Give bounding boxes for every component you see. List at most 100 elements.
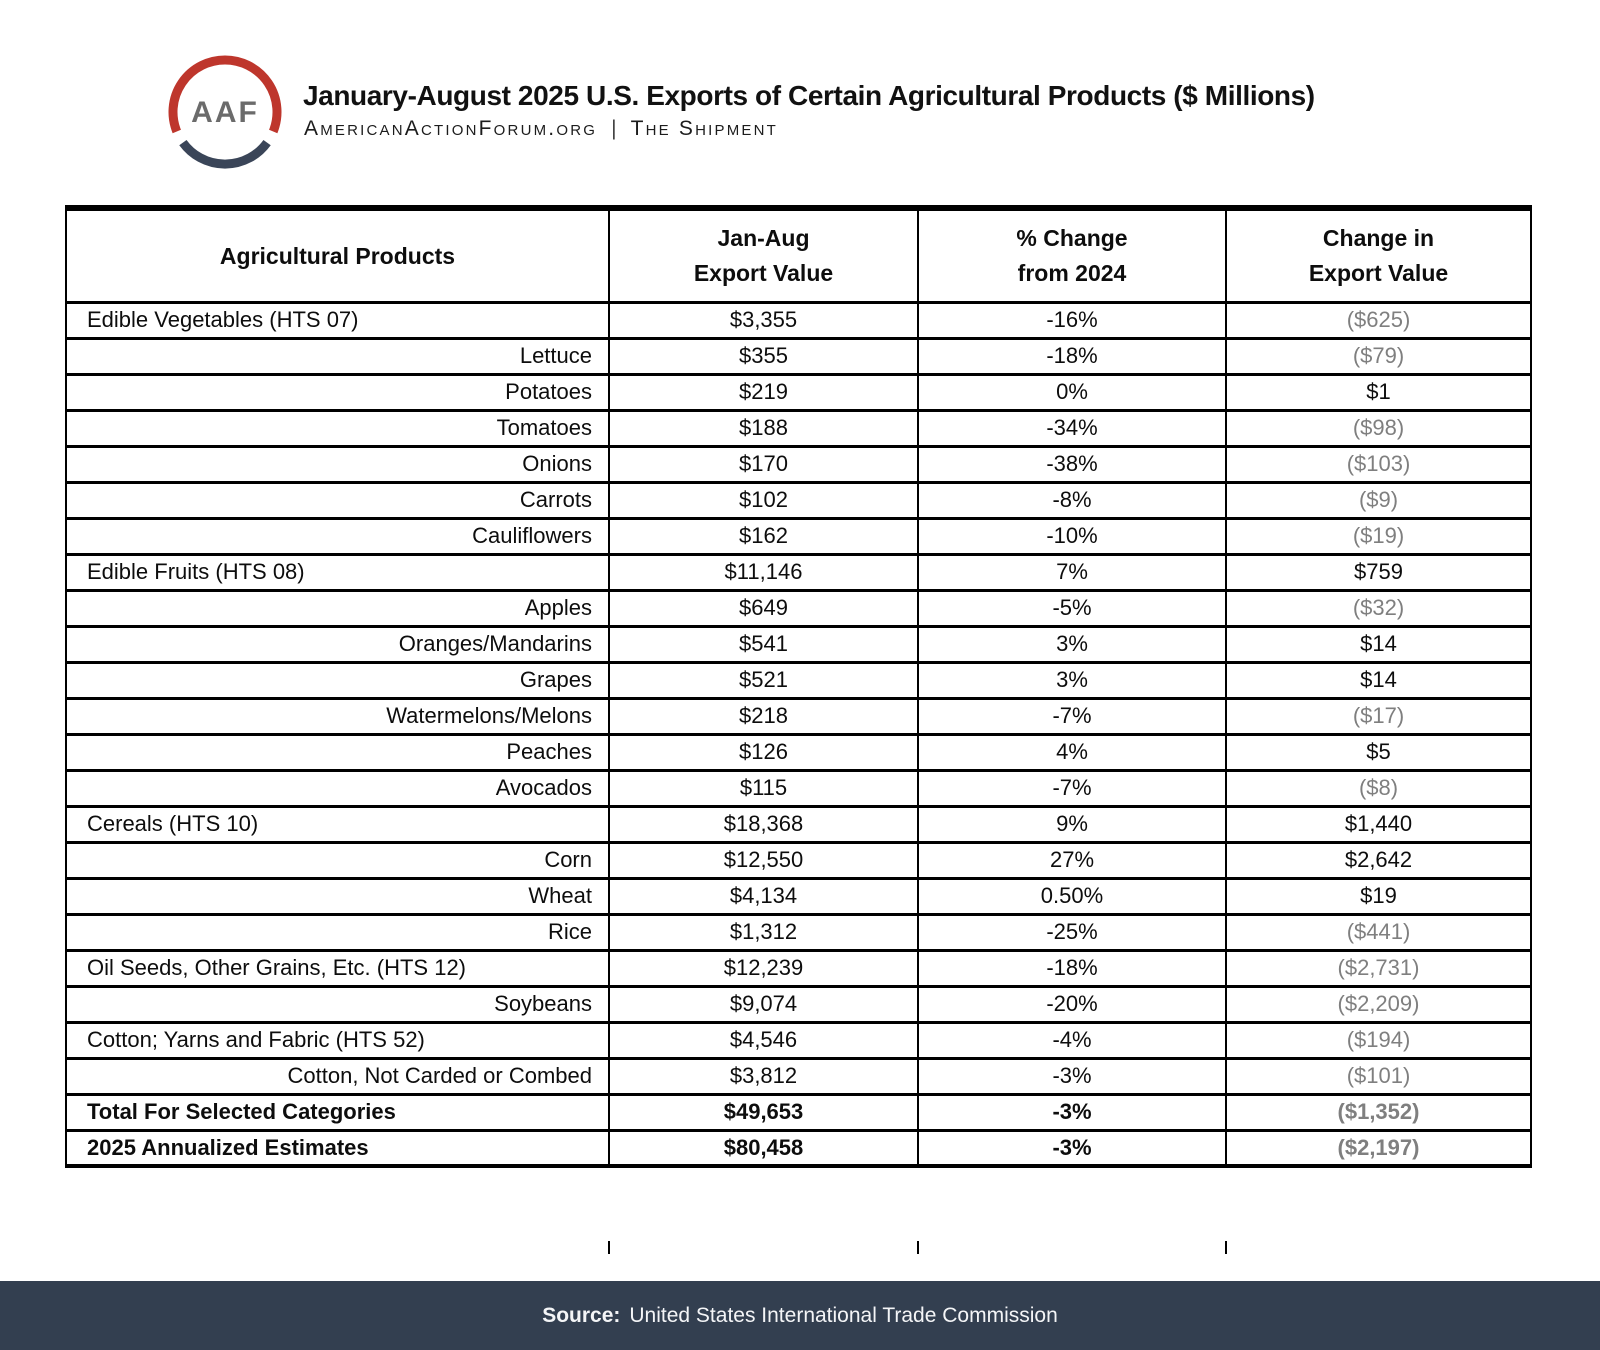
change-value-cell: ($441) (1225, 914, 1531, 952)
change-value-cell: $1 (1225, 374, 1531, 412)
product-cell: Edible Vegetables (HTS 07) (66, 302, 609, 340)
table-row: Onions $170 -38% ($103) (66, 446, 1531, 484)
export-value-cell: $12,550 (608, 842, 918, 880)
pct-change-cell: -16% (917, 302, 1226, 340)
product-cell: Cotton; Yarns and Fabric (HTS 52) (66, 1022, 609, 1060)
product-cell: Potatoes (66, 374, 609, 412)
table-row: 2025 Annualized Estimates $80,458 -3% ($2,1… (66, 1130, 1531, 1168)
pct-change-cell: -7% (917, 770, 1226, 808)
product-cell: Tomatoes (66, 410, 609, 448)
pct-change-cell: 9% (917, 806, 1226, 844)
table-header-row: Agricultural Products Jan-Aug Export Valu… (66, 208, 1531, 304)
export-value-cell: $126 (608, 734, 918, 772)
table-row: Watermelons/Melons $218 -7% ($17) (66, 698, 1531, 736)
table-row: Cotton, Not Carded or Combed $3,812 -3% ($1… (66, 1058, 1531, 1096)
table-row: Corn $12,550 27% $2,642 (66, 842, 1531, 880)
pct-change-cell: -34% (917, 410, 1226, 448)
pct-change-cell: 27% (917, 842, 1226, 880)
product-cell: Cotton, Not Carded or Combed (66, 1058, 609, 1096)
pct-change-cell: 3% (917, 662, 1226, 700)
product-cell: Oranges/Mandarins (66, 626, 609, 664)
product-cell: Soybeans (66, 986, 609, 1024)
table-row: Oil Seeds, Other Grains, Etc. (HTS 12) $1… (66, 950, 1531, 988)
product-cell: Avocados (66, 770, 609, 808)
page-subtitle: AmericanActionForum.org | The Shipment (304, 117, 778, 141)
product-cell: Oil Seeds, Other Grains, Etc. (HTS 12) (66, 950, 609, 988)
table-row: Cauliflowers $162 -10% ($19) (66, 518, 1531, 556)
export-value-cell: $1,312 (608, 914, 918, 952)
table-row: Apples $649 -5% ($32) (66, 590, 1531, 628)
product-cell: 2025 Annualized Estimates (66, 1130, 609, 1168)
table-divider-stub (1225, 1241, 1227, 1254)
publication-name: The Shipment (630, 117, 778, 140)
product-cell: Apples (66, 590, 609, 628)
pct-change-cell: 7% (917, 554, 1226, 592)
table-row: Tomatoes $188 -34% ($98) (66, 410, 1531, 448)
aaf-logo-rings-icon: AAF (168, 55, 282, 169)
col-header-export-value-line2: Export Value (693, 259, 834, 286)
table-row: Carrots $102 -8% ($9) (66, 482, 1531, 520)
change-value-cell: $14 (1225, 662, 1531, 700)
pct-change-cell: -3% (917, 1130, 1226, 1168)
export-value-cell: $170 (608, 446, 918, 484)
source-footer: Source: United States International Trad… (0, 1281, 1600, 1350)
table-row: Wheat $4,134 0.50% $19 (66, 878, 1531, 916)
pct-change-cell: -3% (917, 1058, 1226, 1096)
pct-change-cell: -7% (917, 698, 1226, 736)
col-header-pct-change-line2: from 2024 (1017, 259, 1127, 286)
export-value-cell: $4,134 (608, 878, 918, 916)
pct-change-cell: -20% (917, 986, 1226, 1024)
change-value-cell: ($101) (1225, 1058, 1531, 1096)
pct-change-cell: -18% (917, 950, 1226, 988)
exports-table: Agricultural Products Jan-Aug Export Valu… (65, 205, 1532, 1168)
table-body: Edible Vegetables (HTS 07) $3,355 -16% ($62… (66, 302, 1531, 1168)
pct-change-cell: -4% (917, 1022, 1226, 1060)
table-row: Rice $1,312 -25% ($441) (66, 914, 1531, 952)
change-value-cell: ($194) (1225, 1022, 1531, 1060)
export-value-cell: $102 (608, 482, 918, 520)
product-cell: Total For Selected Categories (66, 1094, 609, 1132)
table-row: Soybeans $9,074 -20% ($2,209) (66, 986, 1531, 1024)
pct-change-cell: -38% (917, 446, 1226, 484)
change-value-cell: $14 (1225, 626, 1531, 664)
product-cell: Rice (66, 914, 609, 952)
export-value-cell: $649 (608, 590, 918, 628)
export-value-cell: $3,355 (608, 302, 918, 340)
export-value-cell: $162 (608, 518, 918, 556)
table-header: Agricultural Products Jan-Aug Export Valu… (66, 208, 1531, 304)
pct-change-cell: -5% (917, 590, 1226, 628)
logo-navy-arc-icon (179, 139, 271, 169)
export-value-cell: $218 (608, 698, 918, 736)
export-value-cell: $521 (608, 662, 918, 700)
change-value-cell: ($8) (1225, 770, 1531, 808)
col-header-export-value: Jan-Aug Export Value (608, 208, 918, 304)
product-cell: Edible Fruits (HTS 08) (66, 554, 609, 592)
product-cell: Watermelons/Melons (66, 698, 609, 736)
export-value-cell: $80,458 (608, 1130, 918, 1168)
export-value-cell: $49,653 (608, 1094, 918, 1132)
product-cell: Cereals (HTS 10) (66, 806, 609, 844)
change-value-cell: ($19) (1225, 518, 1531, 556)
export-value-cell: $541 (608, 626, 918, 664)
change-value-cell: ($79) (1225, 338, 1531, 376)
pct-change-cell: 4% (917, 734, 1226, 772)
export-value-cell: $11,146 (608, 554, 918, 592)
site-name: AmericanActionForum.org (304, 117, 598, 140)
change-value-cell: ($2,197) (1225, 1130, 1531, 1168)
col-header-products: Agricultural Products (66, 208, 609, 304)
export-value-cell: $4,546 (608, 1022, 918, 1060)
pct-change-cell: 0% (917, 374, 1226, 412)
col-header-pct-change: % Change from 2024 (917, 208, 1226, 304)
table-row: Lettuce $355 -18% ($79) (66, 338, 1531, 376)
product-cell: Carrots (66, 482, 609, 520)
subtitle-separator: | (611, 117, 617, 140)
product-cell: Peaches (66, 734, 609, 772)
product-cell: Onions (66, 446, 609, 484)
table-row: Total For Selected Categories $49,653 -3%(… (66, 1094, 1531, 1132)
page-title: January-August 2025 U.S. Exports of Cert… (303, 80, 1315, 111)
change-value-cell: $759 (1225, 554, 1531, 592)
export-value-cell: $3,812 (608, 1058, 918, 1096)
pct-change-cell: -3% (917, 1094, 1226, 1132)
logo-red-arc-icon (168, 55, 282, 134)
